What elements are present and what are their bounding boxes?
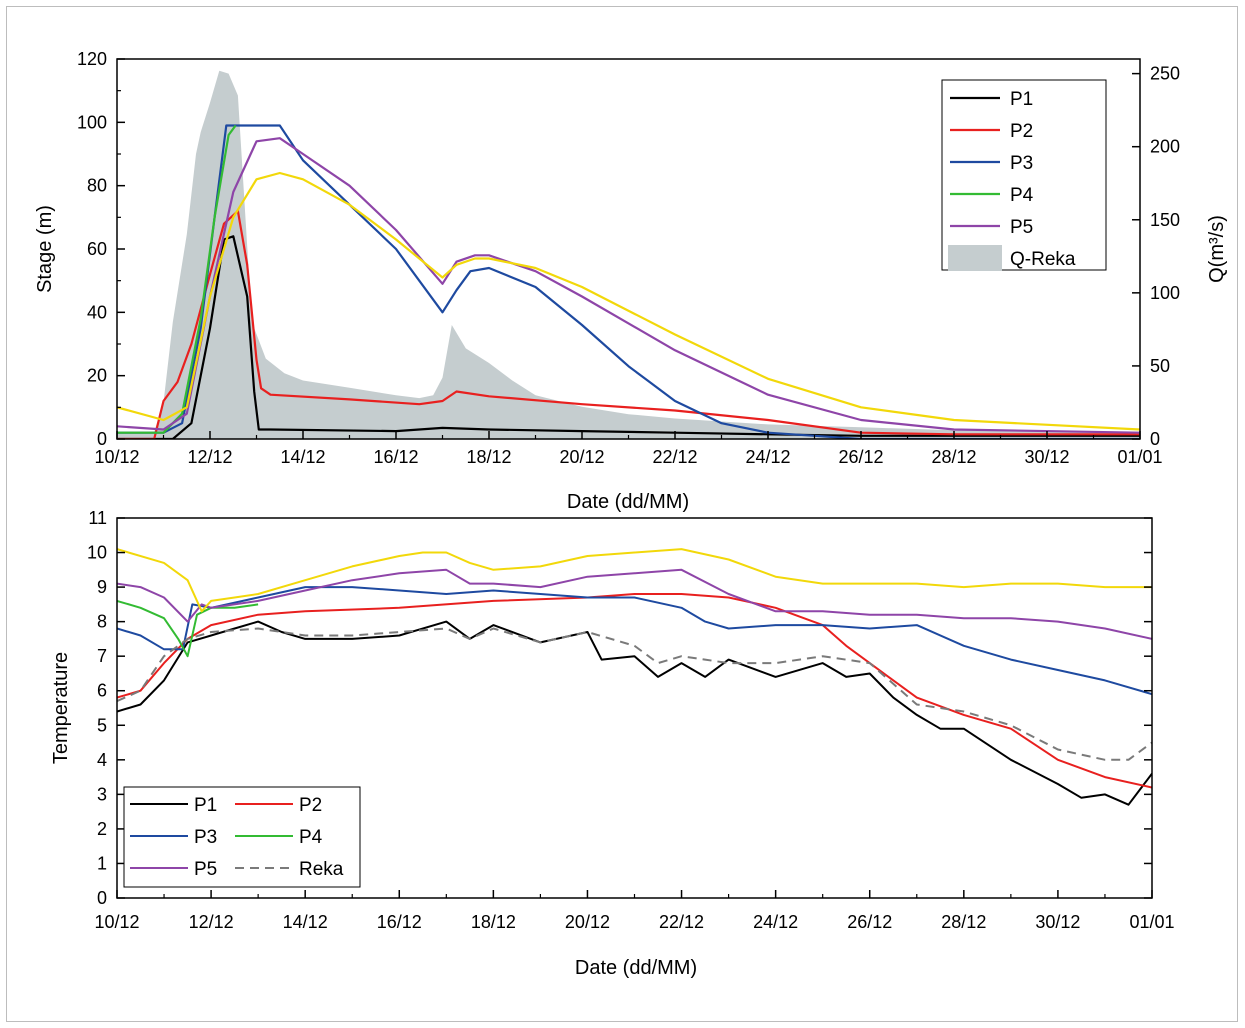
bottom-legend: P1 P2 P3 P4 P5 Reka <box>123 786 361 888</box>
y-tick-label: 2 <box>97 819 107 839</box>
x-tick-label: 14/12 <box>283 912 328 932</box>
temperature-lines-layer <box>117 548 1152 806</box>
line-p2 <box>117 209 1140 439</box>
x-tick-label: 12/12 <box>189 912 234 932</box>
legend-label-p2: P2 <box>299 795 322 816</box>
x-tick-label: 12/12 <box>187 447 232 467</box>
temp-line-p1 <box>117 620 1152 806</box>
x-tick-label: 26/12 <box>847 912 892 932</box>
x-tick-label: 26/12 <box>838 447 883 467</box>
top-x-axis-label: Date (dd/MM) <box>567 491 689 513</box>
x-tick-label: 20/12 <box>565 912 610 932</box>
x-tick-label: 24/12 <box>753 912 798 932</box>
temp-line-p5 <box>117 568 1152 640</box>
y-tick-label: 5 <box>97 715 107 735</box>
x-tick-label: 30/12 <box>1024 447 1069 467</box>
y-tick-label: 20 <box>87 366 107 386</box>
y-tick-label: 7 <box>97 646 107 666</box>
bottom-y-ticks: 0 1 2 3 4 5 6 7 8 9 10 11 <box>87 508 1152 908</box>
legend-label-reka: Reka <box>299 859 344 880</box>
legend-label-p3: P3 <box>194 827 217 848</box>
y-tick-label: 0 <box>97 888 107 908</box>
top-y2-ticks: 0 50 100 150 200 250 <box>1132 64 1180 449</box>
stage-lines-layer <box>117 124 1140 439</box>
y-tick-label: 6 <box>97 681 107 701</box>
temp-line-p4 <box>117 599 259 658</box>
x-tick-label: 28/12 <box>941 912 986 932</box>
temp-line-p2 <box>117 593 1152 789</box>
y-tick-label: 11 <box>88 508 107 528</box>
x-tick-label: 16/12 <box>373 447 418 467</box>
y-tick-label: 120 <box>77 49 107 69</box>
x-tick-label: 01/01 <box>1117 447 1162 467</box>
y2-tick-label: 200 <box>1150 137 1180 157</box>
y-tick-label: 8 <box>97 612 107 632</box>
y-tick-label: 80 <box>87 176 107 196</box>
y-tick-label: 40 <box>87 302 107 322</box>
x-tick-label: 22/12 <box>652 447 697 467</box>
top-legend-box <box>941 79 1107 271</box>
y-tick-label: 10 <box>87 543 107 563</box>
y2-tick-label: 50 <box>1150 356 1170 376</box>
line-p1 <box>117 235 1140 439</box>
temp-line-p-yellow <box>117 548 1152 613</box>
x-tick-label: 10/12 <box>94 912 139 932</box>
x-tick-label: 20/12 <box>559 447 604 467</box>
legend-label-p4: P4 <box>1010 185 1034 206</box>
x-tick-label: 18/12 <box>471 912 516 932</box>
x-tick-label: 30/12 <box>1035 912 1080 932</box>
y-tick-label: 1 <box>97 853 107 873</box>
x-tick-label: 18/12 <box>466 447 511 467</box>
x-tick-label: 22/12 <box>659 912 704 932</box>
legend-label-p1: P1 <box>1010 89 1033 110</box>
x-tick-label: 01/01 <box>1129 912 1174 932</box>
legend-label-p4: P4 <box>299 827 323 848</box>
q-reka-area <box>117 70 1140 439</box>
line-p4 <box>117 124 237 434</box>
x-tick-label: 28/12 <box>931 447 976 467</box>
y-tick-label: 60 <box>87 239 107 259</box>
bottom-x-ticks: 10/12 12/12 14/12 16/12 18/12 20/12 22/12 24/12… <box>94 890 1175 932</box>
y2-tick-label: 100 <box>1150 283 1180 303</box>
chart-frame <box>6 6 1238 1022</box>
x-tick-label: 16/12 <box>377 912 422 932</box>
legend-label-q-reka: Q-Reka <box>1010 249 1076 270</box>
line-p-yellow <box>117 171 1140 431</box>
top-legend: P1 P2 P3 P4 P5 Q-Reka <box>941 79 1107 271</box>
legend-label-p3: P3 <box>1010 153 1033 174</box>
top-y2-axis-label: Q(m³/s) <box>1206 215 1228 283</box>
legend-label-p2: P2 <box>1010 121 1033 142</box>
bottom-y-axis-label: Temperature <box>50 652 72 764</box>
x-tick-label: 24/12 <box>745 447 790 467</box>
q-reka-area-layer <box>117 70 1140 439</box>
y2-tick-label: 150 <box>1150 210 1180 230</box>
y2-tick-label: 0 <box>1150 429 1160 449</box>
y-tick-label: 3 <box>97 784 107 804</box>
legend-label-p5: P5 <box>194 859 217 880</box>
top-y-axis-label: Stage (m) <box>34 205 56 293</box>
y-tick-label: 100 <box>77 112 107 132</box>
legend-label-p1: P1 <box>194 795 217 816</box>
bottom-x-axis-label: Date (dd/MM) <box>575 957 697 979</box>
x-tick-label: 14/12 <box>280 447 325 467</box>
y-tick-label: 0 <box>97 429 107 449</box>
top-y-ticks: 0 20 40 60 80 100 120 <box>77 49 125 449</box>
x-tick-label: 10/12 <box>94 447 139 467</box>
y-tick-label: 4 <box>97 750 107 770</box>
temp-line-p3 <box>117 586 1152 696</box>
legend-label-p5: P5 <box>1010 217 1033 238</box>
line-p5 <box>117 137 1140 434</box>
y-tick-label: 9 <box>97 577 107 597</box>
legend-swatch-q-reka <box>948 245 1002 271</box>
top-x-ticks: 10/12 12/12 14/12 16/12 18/12 20/12 22/12 24/12… <box>94 431 1163 467</box>
temp-line-reka <box>117 627 1152 761</box>
y2-tick-label: 250 <box>1150 64 1180 84</box>
